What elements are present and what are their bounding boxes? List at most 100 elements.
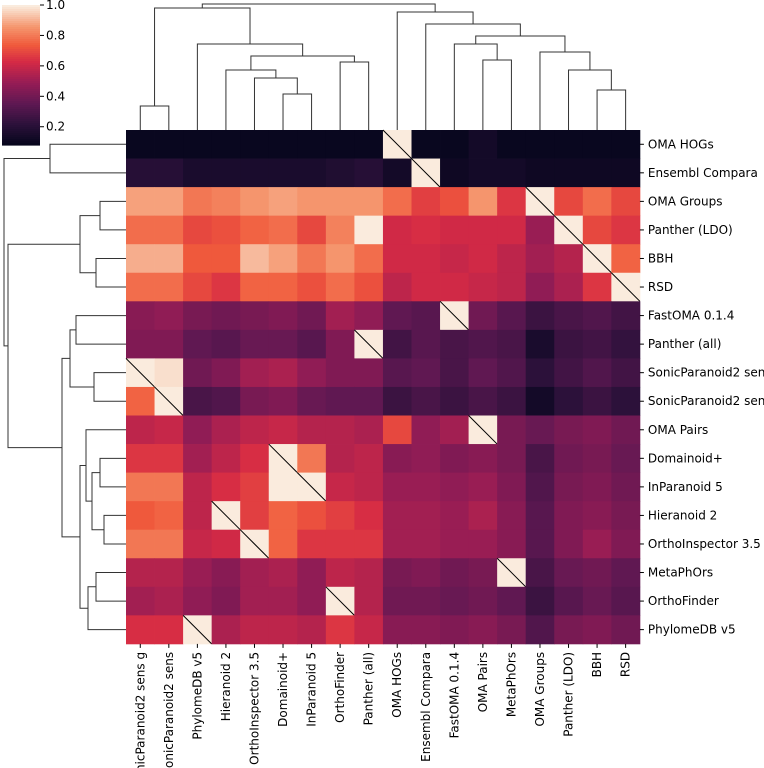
dendrogram-branch (99, 200, 126, 231)
heatmap-cell (497, 358, 527, 388)
colorbar-segment (2, 115, 40, 118)
heatmap-cell (440, 415, 469, 445)
heatmap-cell (126, 272, 155, 302)
heatmap-cell (240, 558, 270, 588)
heatmap-cell (525, 586, 555, 616)
dendrogram-branch (339, 61, 370, 130)
heatmap-cell (354, 215, 384, 245)
heatmap-cell (297, 586, 327, 616)
colorbar-segment (2, 89, 40, 92)
heatmap-cell (611, 501, 641, 531)
dendrogram-branch (225, 69, 277, 130)
heatmap-cell (525, 130, 555, 159)
colorbar-segment (2, 7, 40, 10)
heatmap-cell (411, 558, 441, 588)
row-label-sonicparanoid2-sens-g: SonicParanoid2 sens g (648, 366, 764, 380)
heatmap-cell (582, 501, 612, 531)
col-label-orthoinspector-3-5: OrthoInspector 3.5 (247, 652, 261, 765)
colorbar-segment (2, 101, 40, 104)
heatmap-cell (582, 615, 612, 645)
colorbar-segment (2, 99, 40, 102)
row-label-panther-ldo: Panther (LDO) (648, 223, 733, 237)
dendrogram-branch (482, 59, 512, 130)
heatmap-cell (297, 215, 327, 245)
heatmap-cell (611, 444, 641, 473)
heatmap-cell (126, 130, 155, 159)
colorbar-segment (2, 119, 40, 122)
heatmap-cell (126, 444, 155, 473)
row-labels: OMA HOGs Ensembl Compara OMA Groups Panther… (639, 137, 764, 637)
heatmap-cell (154, 272, 184, 302)
heatmap-cell (154, 529, 184, 559)
diagonal-line (468, 415, 498, 445)
heatmap-cell (382, 444, 412, 473)
heatmap-cell (611, 244, 641, 274)
colorbar-segment (2, 29, 40, 32)
row-label-bbh: BBH (648, 251, 674, 265)
heatmap-cell (268, 215, 298, 245)
diagonal-line (439, 300, 469, 331)
heatmap-cell (325, 472, 355, 502)
heatmap-cell (582, 472, 612, 502)
row-label-ensembl-compara: Ensembl Compara (648, 166, 758, 180)
col-label-bbh: BBH (590, 652, 604, 678)
dendrogram-branch (49, 143, 126, 174)
colorbar-segment (2, 49, 40, 52)
dendrogram-root (3, 158, 50, 347)
colorbar-segment (2, 87, 40, 90)
heatmap-cell (440, 444, 469, 473)
colorbar-segment (2, 37, 40, 40)
colorbar-segment (2, 105, 40, 108)
heatmap-cell (554, 472, 584, 502)
heatmap-cell (354, 187, 384, 217)
heatmap-cell (497, 215, 527, 245)
row-label-sonicparanoid2-sens: SonicParanoid2 sens (648, 394, 764, 408)
heatmap-cell (440, 615, 469, 645)
row-label-oma-groups: OMA Groups (648, 194, 723, 208)
dendrogram-branch (7, 243, 80, 449)
heatmap-cell (154, 415, 184, 445)
heatmap-cell (240, 386, 270, 416)
heatmap-cell (183, 272, 213, 302)
heatmap-cell (126, 244, 155, 274)
heatmap-cell (554, 329, 584, 359)
colorbar-segment (2, 57, 40, 60)
row-label-oma-hogs: OMA HOGs (648, 137, 714, 151)
heatmap-cell (297, 130, 327, 159)
heatmap-cell (297, 244, 327, 274)
heatmap-cell (268, 272, 298, 302)
heatmap-cell (611, 386, 641, 416)
heatmap-cell (554, 444, 584, 473)
heatmap-cell (582, 130, 612, 159)
colorbar-segment (2, 97, 40, 100)
colorbar-tick-label: 0.8 (46, 28, 65, 42)
row-label-orthofinder: OrthoFinder (648, 594, 719, 608)
dendrogram-branch (95, 572, 126, 602)
colorbar-segment (2, 45, 40, 48)
heatmap-cell (183, 501, 213, 531)
heatmap-cell (126, 586, 155, 616)
heatmap-cell (440, 272, 469, 302)
heatmap-cell (611, 130, 641, 159)
dendrogram-branch (99, 457, 126, 488)
heatmap-cell (382, 415, 412, 445)
diagonal-line (154, 386, 184, 416)
heatmap-cell (582, 558, 612, 588)
heatmap-cell (382, 272, 412, 302)
heatmap-cell (325, 444, 355, 473)
heatmap-cell (240, 215, 270, 245)
heatmap-cell (582, 215, 612, 245)
colorbar-tick-label: 0.2 (46, 120, 65, 134)
heatmap-cell (497, 415, 527, 445)
heatmap-cell (440, 215, 469, 245)
colorbar-segment (2, 63, 40, 66)
heatmap-cell (354, 558, 384, 588)
heatmap-cell (325, 529, 355, 559)
colorbar-segment (2, 71, 40, 74)
heatmap-cell (354, 272, 384, 302)
heatmap-cell (297, 329, 327, 359)
colorbar-segment (2, 75, 40, 78)
heatmap-cell (183, 329, 213, 359)
heatmap-cell (411, 215, 441, 245)
heatmap-cell (525, 444, 555, 473)
